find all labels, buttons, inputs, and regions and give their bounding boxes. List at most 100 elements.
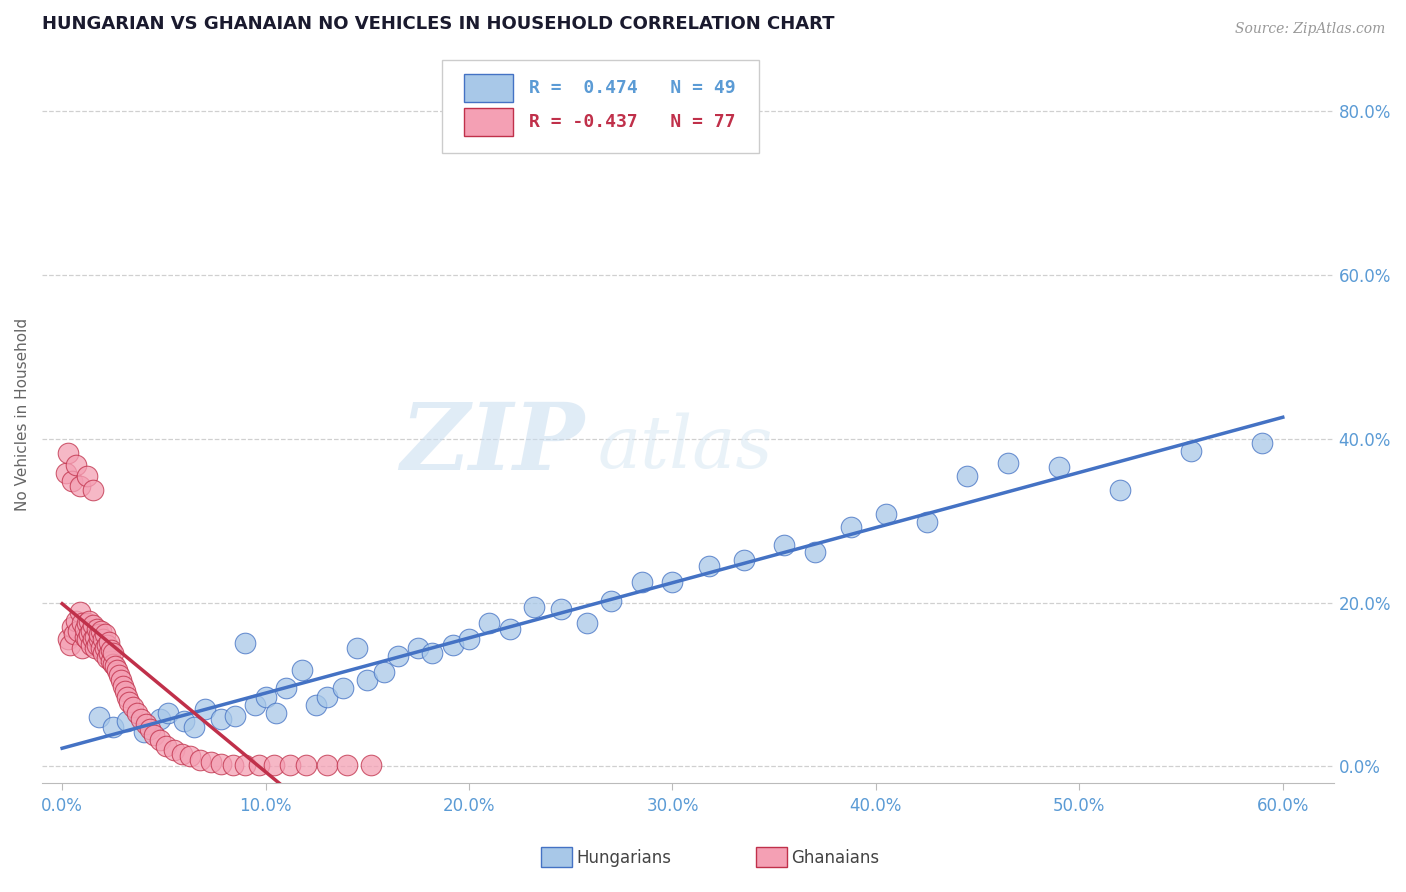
Text: ZIP: ZIP: [401, 399, 585, 489]
Point: [63, 626, 86, 640]
Point: [441, 638, 464, 652]
Point: [249, 758, 271, 772]
Text: Hungarians: Hungarians: [576, 849, 672, 867]
Point: [76, 632, 98, 647]
Point: [97, 646, 120, 660]
Point: [373, 665, 395, 679]
Point: [356, 673, 378, 688]
Point: [209, 756, 232, 771]
Point: [458, 632, 481, 647]
Point: [915, 515, 938, 529]
Point: [631, 575, 654, 590]
Point: [104, 659, 127, 673]
Point: [87, 626, 110, 640]
Point: [576, 615, 599, 630]
Point: [91, 646, 114, 660]
Point: [315, 758, 337, 772]
Point: [73, 630, 96, 644]
Point: [131, 712, 153, 726]
Point: [346, 640, 368, 655]
Point: [274, 681, 297, 696]
Point: [254, 690, 277, 704]
Point: [122, 700, 145, 714]
Point: [79, 624, 101, 639]
Point: [94, 626, 117, 640]
Point: [1180, 444, 1202, 458]
Point: [733, 553, 755, 567]
Point: [163, 743, 186, 757]
Y-axis label: No Vehicles in Household: No Vehicles in Household: [15, 318, 30, 511]
Point: [101, 720, 124, 734]
Point: [69, 479, 91, 493]
Point: [875, 507, 897, 521]
Point: [73, 622, 96, 636]
Point: [956, 468, 979, 483]
Point: [173, 714, 195, 729]
Point: [69, 605, 91, 619]
Point: [118, 695, 141, 709]
Point: [406, 640, 429, 655]
Point: [132, 725, 155, 739]
Point: [65, 614, 87, 628]
Point: [156, 706, 179, 720]
Point: [550, 602, 572, 616]
Point: [58, 632, 80, 647]
Text: atlas: atlas: [598, 412, 773, 483]
Point: [387, 648, 409, 663]
Point: [59, 638, 82, 652]
Text: HUNGARIAN VS GHANAIAN NO VEHICLES IN HOUSEHOLD CORRELATION CHART: HUNGARIAN VS GHANAIAN NO VEHICLES IN HOU…: [42, 15, 834, 33]
Point: [72, 640, 94, 655]
Point: [82, 632, 104, 647]
Point: [278, 758, 301, 772]
Point: [96, 638, 118, 652]
Text: Source: ZipAtlas.com: Source: ZipAtlas.com: [1234, 22, 1385, 37]
Point: [77, 614, 100, 628]
Point: [149, 712, 172, 726]
Point: [295, 758, 318, 772]
Point: [86, 638, 108, 652]
Point: [291, 663, 314, 677]
Point: [499, 622, 522, 636]
Point: [773, 538, 796, 552]
Point: [142, 728, 165, 742]
Point: [87, 632, 110, 647]
Point: [117, 714, 139, 729]
Point: [83, 640, 105, 655]
Point: [336, 758, 359, 772]
Point: [90, 640, 112, 655]
Point: [110, 673, 132, 688]
Point: [105, 663, 128, 677]
Point: [523, 599, 546, 614]
Point: [91, 632, 114, 647]
Point: [179, 749, 201, 764]
Point: [190, 753, 212, 767]
Point: [193, 702, 215, 716]
Point: [83, 630, 105, 644]
Point: [233, 636, 256, 650]
Point: [96, 651, 118, 665]
FancyBboxPatch shape: [443, 61, 759, 153]
Point: [172, 747, 194, 761]
FancyBboxPatch shape: [464, 108, 513, 136]
Point: [60, 475, 83, 489]
FancyBboxPatch shape: [464, 74, 513, 103]
Point: [76, 615, 98, 630]
Point: [841, 520, 863, 534]
Point: [72, 615, 94, 630]
Point: [600, 594, 623, 608]
Point: [55, 466, 77, 480]
Point: [108, 667, 131, 681]
Point: [117, 690, 139, 704]
Point: [183, 720, 205, 734]
Point: [209, 712, 232, 726]
Point: [79, 638, 101, 652]
Point: [76, 468, 98, 483]
Point: [82, 483, 104, 497]
Point: [422, 646, 444, 660]
Point: [1109, 483, 1132, 497]
Point: [138, 723, 160, 737]
Point: [155, 739, 177, 753]
Point: [200, 755, 222, 769]
Point: [224, 708, 246, 723]
Point: [87, 710, 110, 724]
